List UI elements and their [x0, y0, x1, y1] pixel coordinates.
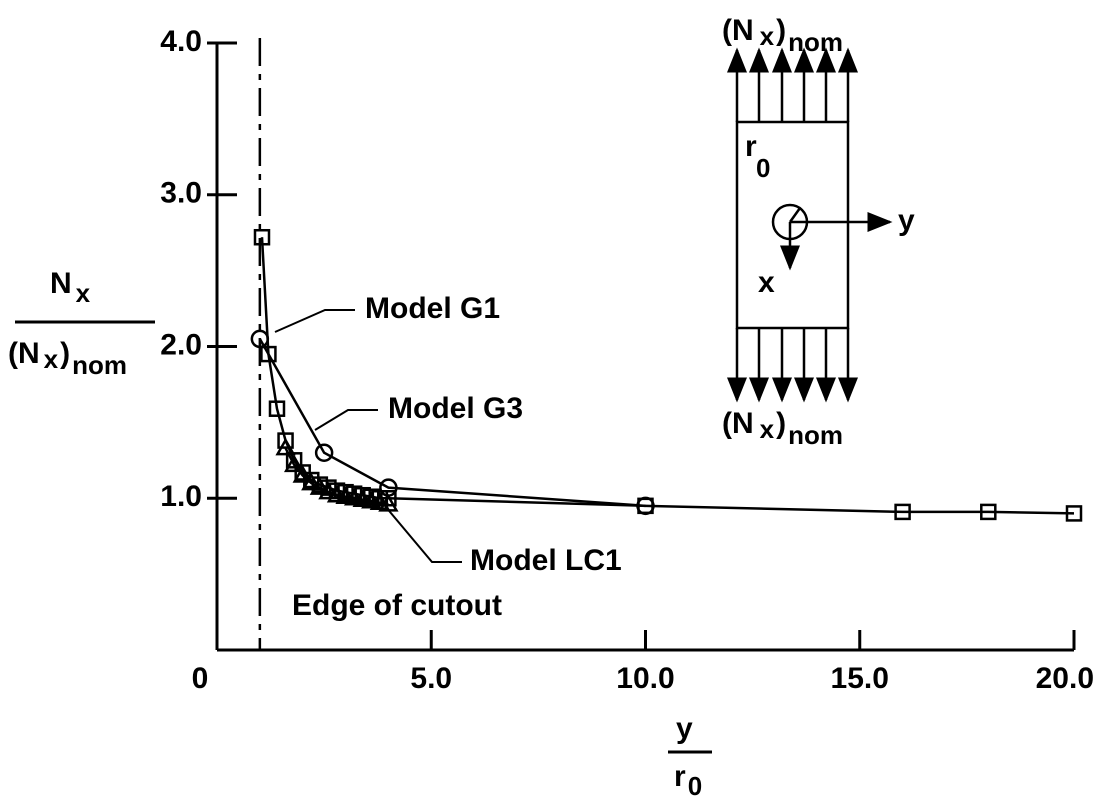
inset-radius-label: r0 [745, 130, 770, 183]
inset-x-label: x [758, 266, 775, 299]
marker [637, 497, 654, 515]
marker [314, 443, 334, 462]
marker [253, 228, 271, 246]
inset-y-label: y [898, 204, 915, 237]
x-tick-label: 20.0 [1036, 662, 1094, 695]
cutout-edge-label: Edge of cutout [292, 589, 502, 622]
leader-line [314, 409, 378, 431]
marker [283, 454, 305, 473]
marker [275, 437, 296, 456]
marker [894, 503, 911, 521]
x-tick-label: 15.0 [831, 662, 889, 695]
marker [318, 481, 339, 500]
y-tick-label: 1.0 [160, 480, 202, 513]
inset-bottom-label: (N x)nom [722, 407, 843, 450]
series-label: Model G1 [365, 292, 500, 325]
inset-diagram [735, 120, 893, 330]
marker [309, 477, 330, 495]
leader-line [384, 505, 462, 563]
series-line [284, 447, 389, 506]
marker [268, 400, 286, 417]
x-tick-label: 0 [192, 662, 209, 695]
marker [301, 472, 322, 491]
inset-top-label: (N x)nom [722, 14, 843, 57]
radius-line [788, 207, 802, 223]
y-tick-label: 2.0 [160, 328, 202, 361]
marker [277, 432, 294, 449]
x-label-num: y [676, 712, 693, 745]
series-label: Model G3 [388, 392, 523, 425]
y-label-den: (N x)nom [8, 337, 127, 380]
x-label-den: r0 [674, 760, 702, 801]
y-tick-label: 3.0 [160, 177, 202, 210]
marker [260, 345, 277, 363]
series-line [258, 338, 646, 508]
x-tick-label: 10.0 [616, 662, 674, 695]
leader-line [274, 309, 355, 333]
x-tick-label: 5.0 [410, 662, 452, 695]
load-arrows [727, 47, 858, 403]
y-tick-label: 4.0 [160, 25, 202, 58]
marker [980, 503, 997, 521]
plate [735, 120, 850, 330]
series-label: Model LC1 [470, 544, 622, 577]
marker [292, 464, 313, 483]
series-line [260, 237, 1075, 515]
marker [1065, 505, 1083, 522]
